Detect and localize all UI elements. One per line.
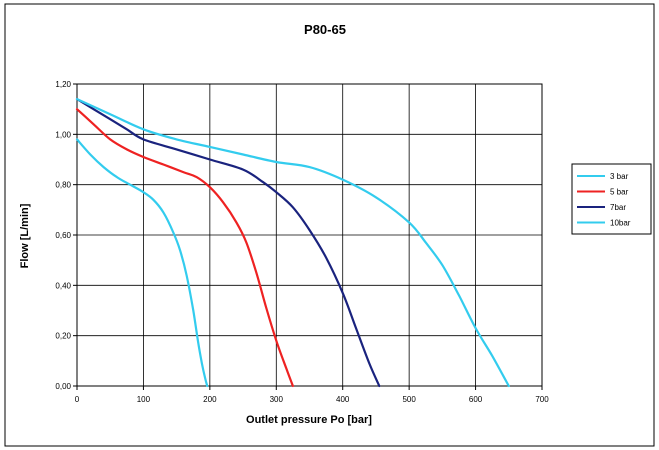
series-lines: [75, 98, 510, 388]
legend-label-3: 7bar: [610, 203, 626, 212]
x-tick-label: 200: [203, 395, 217, 404]
x-tick-label: 300: [270, 395, 284, 404]
x-tick-label: 500: [402, 395, 416, 404]
y-axis-title: Flow [L/min]: [19, 203, 31, 268]
series-line-4: [75, 98, 510, 388]
grid-lines: [77, 84, 542, 386]
x-tick-label: 600: [469, 395, 483, 404]
x-tick-label: 0: [75, 395, 80, 404]
x-tick-label: 100: [137, 395, 151, 404]
x-tick-label: 700: [535, 395, 549, 404]
x-axis-title: Outlet pressure Po [bar]: [246, 414, 372, 426]
legend: 3 bar 5 bar 7bar 10bar: [571, 163, 652, 235]
x-tick-label: 400: [336, 395, 350, 404]
legend-label-2: 5 bar: [610, 188, 629, 197]
legend-label-4: 10bar: [610, 219, 631, 228]
y-tick-label: 0,60: [55, 231, 71, 240]
y-tick-label: 0,40: [55, 281, 71, 290]
chart-title: P80-65: [304, 22, 346, 37]
series-line-3: [75, 98, 381, 388]
y-tick-label: 0,20: [55, 332, 71, 341]
y-axis-ticks: 0,00 0,20 0,40 0,60 0,80 1,00 1,20: [55, 80, 77, 391]
y-tick-label: 1,00: [55, 130, 71, 139]
series-line-1: [75, 138, 209, 388]
legend-label-1: 3 bar: [610, 172, 629, 181]
x-axis-ticks: 0 100 200 300 400 500 600 700: [75, 386, 549, 404]
y-tick-label: 0,80: [55, 181, 71, 190]
chart-frame: [4, 3, 655, 447]
series-line-2: [75, 108, 294, 388]
y-tick-label: 0,00: [55, 382, 71, 391]
y-tick-label: 1,20: [55, 80, 71, 89]
